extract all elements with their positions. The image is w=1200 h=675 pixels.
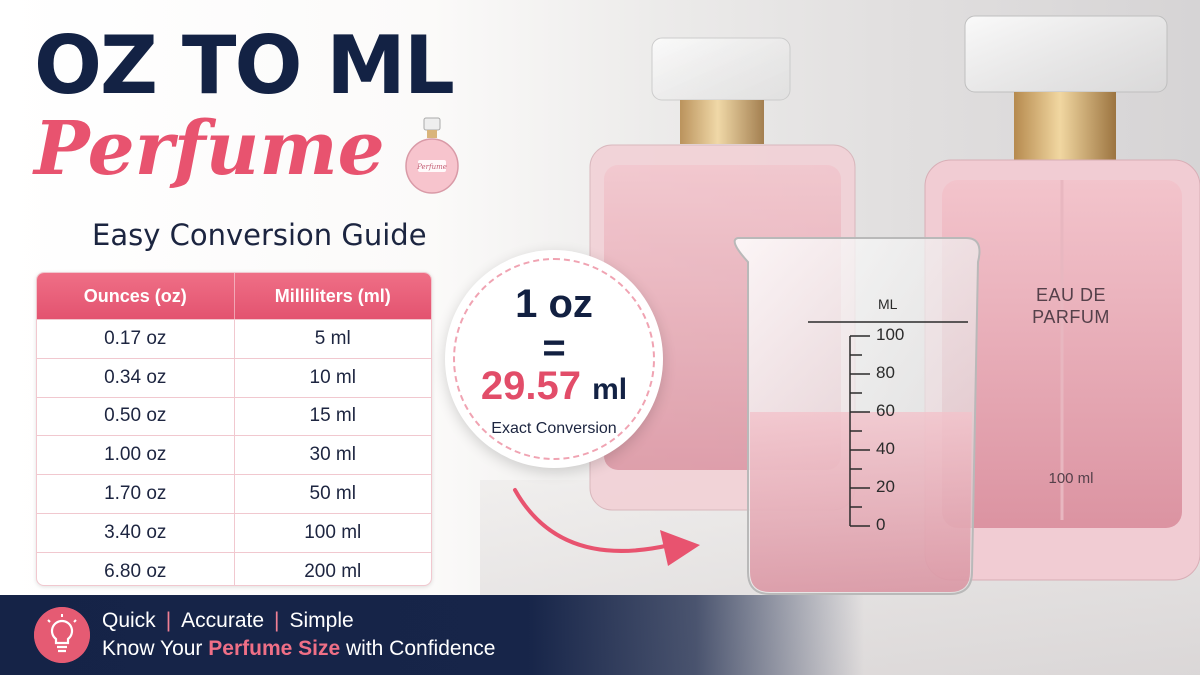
equals-sign: =: [542, 326, 566, 370]
separator: |: [165, 609, 172, 632]
ml-cell: 15 ml: [233, 397, 432, 436]
bottom-banner: [0, 595, 1200, 675]
tagline-prefix: Know Your: [102, 637, 203, 660]
tagline-accent: Perfume Size: [208, 637, 341, 660]
ml-value: 29.57: [480, 364, 581, 408]
column-header-ounces: Ounces (oz): [83, 285, 187, 306]
tagline-suffix: with Confidence: [346, 637, 496, 660]
bottle-capacity: 100 ml: [1048, 470, 1094, 487]
bottle-front: [924, 15, 1200, 581]
beaker-tick-label: 80: [876, 363, 895, 382]
table-header: Ounces (oz) Milliliters (ml): [37, 273, 431, 319]
beaker-tick-label: 60: [876, 401, 895, 420]
table-row: 6.80 oz 200 ml: [37, 551, 432, 585]
beaker-unit-label: ML: [878, 296, 898, 312]
bottle-label-line1: EAU DE: [1035, 285, 1107, 305]
perfume-bottle-icon: Perfume: [405, 117, 459, 194]
beaker: [733, 237, 981, 595]
column-header-milliliters: Milliliters (ml): [233, 273, 432, 319]
oz-cell: 0.50 oz: [104, 405, 167, 427]
oz-cell: 0.34 oz: [104, 366, 167, 388]
bottle-label: EAU DE PARFUM: [1005, 285, 1137, 328]
tag-accurate: Accurate: [181, 609, 265, 632]
ml-cell: 100 ml: [233, 513, 432, 552]
ml-cell: 5 ml: [233, 320, 432, 358]
beaker-tick-label: 20: [876, 477, 895, 496]
table-row: 0.50 oz 15 ml: [37, 396, 432, 436]
beaker-tick-label: 0: [876, 515, 886, 534]
subtitle: Easy Conversion Guide: [92, 218, 427, 252]
oz-cell: 0.17 oz: [104, 327, 167, 349]
page-title: OZ TO ML: [34, 19, 455, 112]
beaker-liquid: [750, 412, 972, 592]
ml-cell: 30 ml: [233, 436, 432, 475]
lightbulb-icon: [34, 607, 90, 663]
conversion-table: Ounces (oz) Milliliters (ml) 0.17 oz 5 m…: [36, 272, 432, 586]
beaker-tick-label: 40: [876, 439, 895, 458]
bottle-label-line2: PARFUM: [1032, 306, 1110, 327]
tagline-confidence: Know Your Perfume Size with Confidence: [102, 637, 495, 661]
oz-cell: 1.70 oz: [104, 483, 167, 505]
table-row: 0.17 oz 5 ml: [37, 319, 431, 358]
ml-value-line: 29.57 ml: [445, 364, 663, 409]
ml-unit: ml: [592, 373, 628, 406]
ml-cell: 10 ml: [233, 358, 432, 397]
mini-bottle-label: Perfume: [416, 163, 447, 171]
oz-cell: 3.40 oz: [104, 521, 167, 543]
oz-value: 1 oz: [515, 282, 593, 326]
beaker-tick-label: 100: [876, 325, 905, 344]
conversion-callout: 1 oz = 29.57 ml Exact Conversion: [445, 250, 663, 468]
separator: |: [274, 609, 280, 632]
oz-cell: 6.80 oz: [104, 560, 167, 582]
ml-cell: 50 ml: [233, 475, 432, 513]
table-row: 0.34 oz 10 ml: [37, 357, 432, 397]
ml-cell: 200 ml: [233, 552, 432, 585]
tagline: Quick | Accurate | Simple: [102, 609, 354, 633]
tag-quick: Quick: [102, 609, 156, 632]
callout-caption: Exact Conversion: [491, 420, 617, 437]
table-row: 1.00 oz 30 ml: [37, 435, 432, 475]
dashed-ring: [453, 258, 655, 460]
table-row: 1.70 oz 50 ml: [37, 474, 431, 513]
title-script: Perfume: [34, 106, 385, 192]
table-row: 3.40 oz 100 ml: [37, 512, 432, 552]
tag-simple: Simple: [289, 609, 354, 632]
oz-cell: 1.00 oz: [104, 444, 167, 466]
